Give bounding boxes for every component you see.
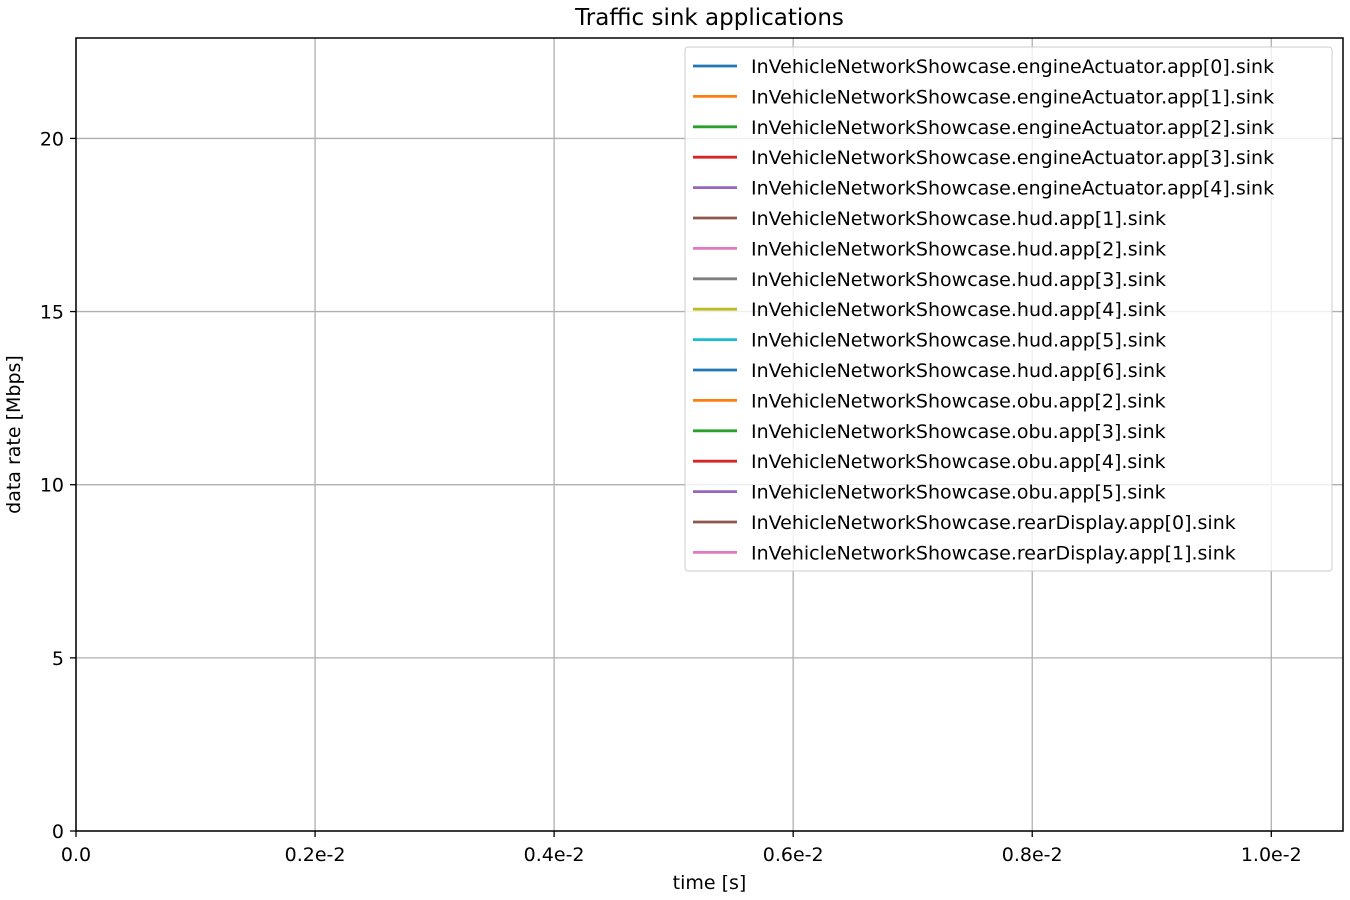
x-tick-label: 0.0 [61,844,91,866]
chart-title: Traffic sink applications [574,5,844,31]
legend-label: InVehicleNetworkShowcase.hud.app[2].sink [751,238,1166,260]
legend-entry: InVehicleNetworkShowcase.obu.app[4].sink [693,451,1166,473]
y-axis-ticks: 0 5 10 15 20 [40,128,76,843]
x-tick-label: 0.4e-2 [524,844,585,866]
y-tick-label: 5 [52,648,64,670]
x-tick-label: 0.8e-2 [1002,844,1063,866]
legend-entry: InVehicleNetworkShowcase.hud.app[6].sink [693,360,1166,382]
y-tick-label: 10 [40,475,64,497]
y-tick-label: 15 [40,302,64,324]
legend: InVehicleNetworkShowcase.engineActuator.… [684,46,1333,572]
y-tick-label: 20 [40,128,64,150]
legend-entry: InVehicleNetworkShowcase.rearDisplay.app… [693,542,1236,564]
legend-label: InVehicleNetworkShowcase.hud.app[5].sink [751,330,1166,352]
legend-entry: InVehicleNetworkShowcase.engineActuator.… [693,56,1274,78]
legend-label: InVehicleNetworkShowcase.rearDisplay.app… [751,542,1236,564]
legend-label: InVehicleNetworkShowcase.hud.app[3].sink [751,269,1166,291]
legend-entry: InVehicleNetworkShowcase.hud.app[2].sink [693,238,1166,260]
legend-label: InVehicleNetworkShowcase.obu.app[2].sink [751,390,1166,412]
x-axis-ticks: 0.0 0.2e-2 0.4e-2 0.6e-2 0.8e-2 1.0e-2 [61,831,1302,866]
legend-entry: InVehicleNetworkShowcase.engineActuator.… [693,86,1274,108]
x-tick-label: 0.6e-2 [763,844,824,866]
x-tick-label: 0.2e-2 [285,844,346,866]
y-tick-label: 0 [52,821,64,843]
legend-entry: InVehicleNetworkShowcase.hud.app[4].sink [693,299,1166,321]
legend-box [684,46,1333,572]
legend-label: InVehicleNetworkShowcase.obu.app[5].sink [751,482,1166,504]
legend-label: InVehicleNetworkShowcase.engineActuator.… [751,178,1274,200]
plot-frame [75,37,1344,832]
legend-entry: InVehicleNetworkShowcase.obu.app[2].sink [693,390,1166,412]
legend-label: InVehicleNetworkShowcase.engineActuator.… [751,86,1274,108]
legend-entry: InVehicleNetworkShowcase.engineActuator.… [693,117,1274,139]
legend-label: InVehicleNetworkShowcase.hud.app[1].sink [751,208,1166,230]
y-axis-label: data rate [Mbps] [3,355,25,514]
legend-label: InVehicleNetworkShowcase.engineActuator.… [751,117,1274,139]
legend-label: InVehicleNetworkShowcase.hud.app[6].sink [751,360,1166,382]
legend-entry: InVehicleNetworkShowcase.hud.app[3].sink [693,269,1166,291]
legend-entry: InVehicleNetworkShowcase.hud.app[1].sink [693,208,1166,230]
legend-entry: InVehicleNetworkShowcase.rearDisplay.app… [693,512,1236,534]
x-tick-label: 1.0e-2 [1241,844,1302,866]
x-axis-label: time [s] [673,872,747,894]
legend-label: InVehicleNetworkShowcase.hud.app[4].sink [751,299,1166,321]
legend-entry: InVehicleNetworkShowcase.obu.app[3].sink [693,421,1166,443]
legend-label: InVehicleNetworkShowcase.obu.app[3].sink [751,421,1166,443]
legend-label: InVehicleNetworkShowcase.obu.app[4].sink [751,451,1166,473]
legend-label: InVehicleNetworkShowcase.engineActuator.… [751,56,1274,78]
legend-entry: InVehicleNetworkShowcase.engineActuator.… [693,147,1274,169]
legend-entry: InVehicleNetworkShowcase.engineActuator.… [693,178,1274,200]
legend-entry: InVehicleNetworkShowcase.obu.app[5].sink [693,482,1166,504]
legend-label: InVehicleNetworkShowcase.engineActuator.… [751,147,1274,169]
legend-label: InVehicleNetworkShowcase.rearDisplay.app… [751,512,1236,534]
legend-entry: InVehicleNetworkShowcase.hud.app[5].sink [693,330,1166,352]
